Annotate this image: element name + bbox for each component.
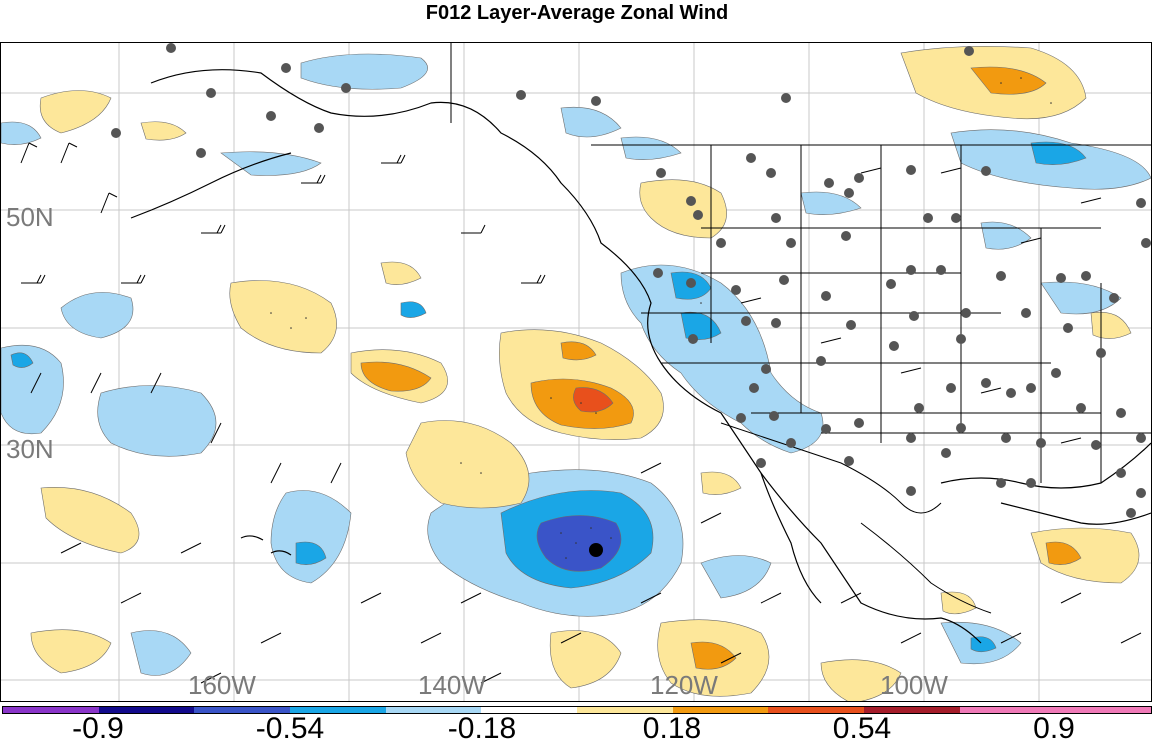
lon-label-100w: 100W bbox=[880, 670, 948, 700]
positive-anomaly-orange bbox=[360, 66, 1082, 670]
lat-label-50n: 50N bbox=[6, 202, 54, 232]
negative-anomaly-dark bbox=[536, 515, 622, 572]
colorbar bbox=[2, 706, 1152, 714]
lon-label-120w: 120W bbox=[650, 670, 718, 700]
colorbar-label-neg-0-54: -0.54 bbox=[255, 712, 325, 745]
target-marker bbox=[589, 543, 603, 557]
station-markers bbox=[111, 43, 1151, 518]
colorbar-segment bbox=[1055, 707, 1152, 713]
anomaly-shading bbox=[1, 46, 1151, 701]
colorbar-segment bbox=[385, 707, 482, 713]
colorbar-label-neg-0-9: -0.9 bbox=[72, 712, 124, 745]
colorbar-segment bbox=[3, 707, 99, 713]
colorbar-segment bbox=[672, 707, 769, 713]
lon-label-160w: 160W bbox=[188, 670, 256, 700]
colorbar-label-0-18: 0.18 bbox=[642, 712, 702, 745]
colorbar-segment bbox=[290, 707, 386, 713]
colorbar-segment bbox=[98, 707, 195, 713]
colorbar-label-0-54: 0.54 bbox=[832, 712, 892, 745]
lon-label-140w: 140W bbox=[418, 670, 486, 700]
map-panel bbox=[0, 42, 1152, 702]
coastlines bbox=[130, 69, 1151, 644]
positive-anomaly-red bbox=[573, 387, 614, 413]
wind-barbs bbox=[20, 142, 1142, 684]
colorbar-segment bbox=[864, 707, 960, 713]
colorbar-segment bbox=[768, 707, 865, 713]
stipple-dots bbox=[270, 77, 1052, 559]
map-canvas bbox=[1, 43, 1151, 701]
colorbar-label-neg-0-18: -0.18 bbox=[447, 712, 517, 745]
chart-title: F012 Layer-Average Zonal Wind bbox=[425, 2, 729, 24]
colorbar-segment bbox=[577, 707, 673, 713]
colorbar-segment bbox=[959, 707, 1056, 713]
state-borders bbox=[450, 43, 1151, 614]
colorbar-segment bbox=[481, 707, 578, 713]
lat-label-30n: 30N bbox=[6, 434, 54, 464]
colorbar-segment bbox=[194, 707, 291, 713]
colorbar-label-0-9: 0.9 bbox=[1033, 712, 1075, 745]
